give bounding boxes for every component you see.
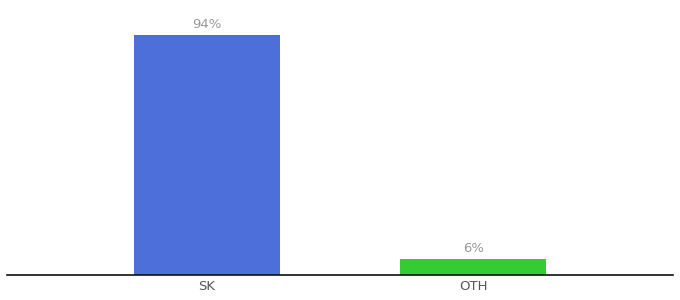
- Text: 6%: 6%: [462, 242, 483, 255]
- Bar: [133, 35, 280, 274]
- Text: 94%: 94%: [192, 18, 222, 31]
- Bar: [400, 259, 547, 274]
